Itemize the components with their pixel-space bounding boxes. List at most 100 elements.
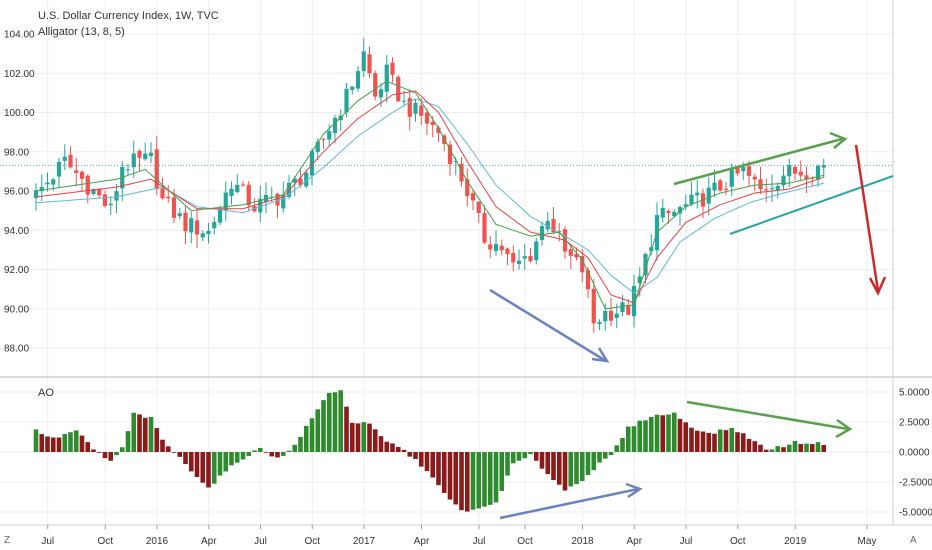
candle-body	[51, 179, 56, 185]
alligator-lips-line	[35, 80, 824, 310]
ao-bar	[539, 452, 545, 469]
ao-axis[interactable]: 5.0000 2.5000 0.0000 -2.5000 -5.0000	[899, 388, 932, 519]
ao-bar	[303, 425, 309, 452]
candle-body	[660, 207, 665, 218]
ao-tick-label: 5.0000	[899, 388, 930, 399]
ao-bar	[68, 432, 73, 452]
ao-bar	[165, 446, 171, 452]
candle-body	[741, 166, 746, 172]
candle-body	[626, 304, 631, 315]
ao-bar	[769, 449, 775, 452]
candle-body	[815, 166, 821, 180]
ao-bar	[407, 452, 413, 457]
green-rising-arrow[interactable]	[673, 137, 843, 186]
candle-body	[321, 138, 326, 140]
time-tick-label: Apr	[201, 536, 217, 547]
ao-bar	[585, 452, 591, 476]
ao-bar	[194, 452, 200, 478]
candle-body	[718, 180, 723, 191]
candle-body	[177, 213, 182, 217]
candle-body	[821, 165, 826, 168]
ao-bar	[723, 430, 729, 452]
teal-trendline[interactable]	[729, 175, 894, 235]
candle-body	[643, 253, 648, 276]
ao-bar	[280, 452, 286, 456]
ao-bar	[246, 452, 252, 456]
time-tick-label: Oct	[730, 536, 746, 547]
ao-bar	[798, 443, 804, 452]
ao-tick-label: 0.0000	[899, 448, 930, 459]
ao-bar	[211, 452, 217, 484]
candle-body	[608, 310, 614, 321]
ao-tick-label: -2.5000	[899, 478, 932, 489]
candle-body	[470, 193, 476, 201]
candle-body	[591, 288, 596, 324]
annotations	[489, 131, 894, 520]
bottom-right-corner-label[interactable]: A	[910, 535, 917, 546]
time-tick-label: Oct	[304, 536, 320, 547]
ao-bar	[528, 452, 533, 455]
ao-bar	[689, 427, 694, 452]
candle-body	[528, 256, 533, 262]
ao-green-falling-arrow[interactable]	[686, 400, 849, 431]
red-down-arrow[interactable]	[854, 144, 880, 292]
candle-body	[62, 156, 67, 161]
candle-body	[361, 51, 366, 71]
candle-body	[39, 186, 44, 192]
candle-body	[206, 230, 211, 235]
candle-body	[430, 122, 435, 125]
blue-falling-arrow[interactable]	[489, 288, 607, 363]
ao-bar	[740, 433, 746, 452]
ao-bar	[809, 444, 815, 452]
candle-body	[775, 185, 780, 191]
ao-bar	[229, 452, 234, 466]
candle-body	[246, 184, 251, 206]
indicator-label[interactable]: Alligator (13, 8, 5)	[38, 26, 125, 38]
candle-body	[33, 190, 39, 199]
ao-bar	[372, 429, 378, 452]
ao-bar	[608, 452, 614, 456]
ao-bar	[648, 416, 654, 452]
ao-bar	[591, 452, 597, 471]
ao-bar	[413, 452, 418, 459]
candle-body	[407, 98, 412, 117]
candle-body	[148, 152, 154, 157]
ao-bar	[763, 449, 769, 452]
ao-blue-rising-arrow[interactable]	[499, 487, 639, 520]
time-axis[interactable]: Jul Oct 2016 Apr Jul Oct 2017 Apr Jul Oct 2018 Apr J…	[41, 525, 876, 547]
candle-body	[263, 195, 269, 202]
ao-bar	[344, 406, 349, 452]
ao-bar	[487, 452, 493, 505]
ao-bar	[171, 452, 177, 453]
candle-body	[804, 175, 809, 180]
ao-tick-label: 2.5000	[899, 418, 930, 429]
candle-body	[160, 188, 165, 199]
candle-body	[476, 201, 481, 213]
candle-body	[516, 260, 522, 265]
ao-bar	[367, 423, 372, 452]
ao-bar	[217, 452, 223, 476]
candle-body	[154, 149, 159, 190]
ao-label[interactable]: AO	[38, 387, 54, 399]
price-axis[interactable]: 104.00 102.00 100.00 98.00 96.00 94.00 92.00 90…	[4, 30, 35, 355]
bottom-left-corner-label[interactable]: Z	[4, 535, 10, 546]
ao-bar	[602, 452, 608, 459]
candle-body	[419, 105, 424, 116]
candle-body	[275, 193, 280, 206]
candle-body	[235, 184, 240, 193]
ao-bar	[625, 426, 631, 452]
candle-body	[97, 188, 102, 196]
ao-bar	[781, 447, 786, 452]
candle-body	[74, 170, 79, 173]
candle-body	[539, 226, 545, 240]
ao-bar	[160, 439, 165, 452]
candle-body	[68, 154, 73, 168]
ao-bar	[338, 390, 344, 452]
ao-bar	[677, 418, 683, 452]
time-tick-label: 2017	[353, 536, 376, 547]
ao-bar	[654, 414, 660, 452]
ao-bar	[620, 437, 625, 452]
ao-bar	[470, 452, 476, 510]
ao-bar	[321, 400, 326, 452]
